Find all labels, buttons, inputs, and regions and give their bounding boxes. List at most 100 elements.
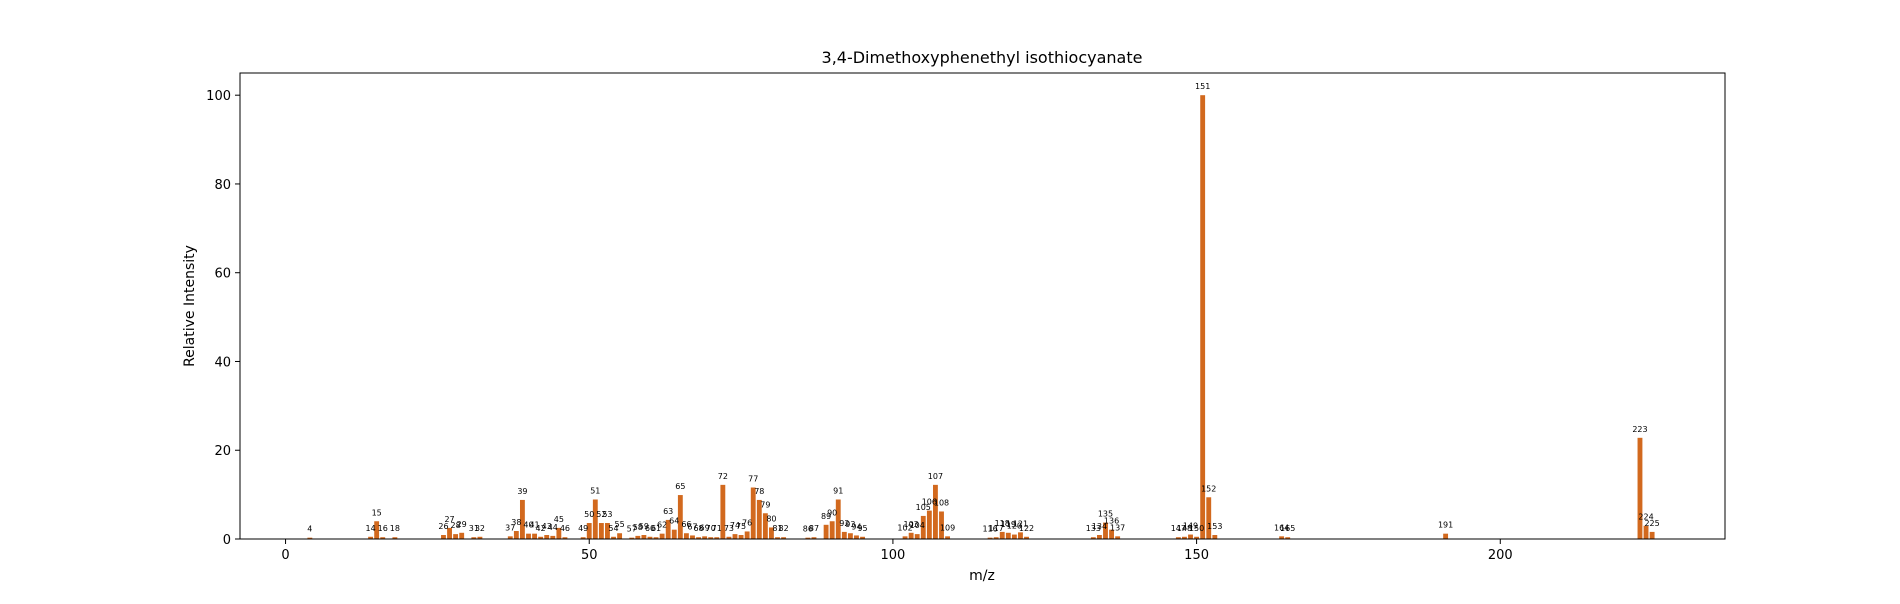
peak-bar-31 <box>471 537 477 539</box>
peak-label-51: 51 <box>590 487 600 496</box>
peak-label-191: 191 <box>1438 521 1453 530</box>
peak-bar-73 <box>726 536 732 539</box>
x-tick-label: 50 <box>581 548 598 563</box>
peak-bar-117 <box>993 537 999 539</box>
peak-bar-66 <box>683 533 689 539</box>
peak-bar-151 <box>1200 95 1206 539</box>
peak-label-71: 71 <box>712 524 722 533</box>
peak-label-61: 61 <box>651 524 661 533</box>
peak-bar-39 <box>519 499 525 539</box>
peak-label-78: 78 <box>754 487 764 496</box>
peak-label-16: 16 <box>378 524 388 533</box>
peak-bar-57 <box>629 537 635 539</box>
peak-bar-60 <box>647 536 653 539</box>
peak-label-104: 104 <box>910 521 925 530</box>
peak-label-79: 79 <box>760 500 770 509</box>
peak-bar-119 <box>1005 532 1011 539</box>
peak-label-224: 224 <box>1638 513 1653 522</box>
peak-label-116: 116 <box>982 525 997 534</box>
peak-bar-15 <box>374 521 380 539</box>
peak-bar-118 <box>999 531 1005 539</box>
peak-label-45: 45 <box>554 515 564 524</box>
peak-label-66: 66 <box>681 520 691 529</box>
peak-bar-54 <box>611 536 616 539</box>
peak-label-89: 89 <box>821 512 831 521</box>
peak-label-75: 75 <box>736 522 746 531</box>
peak-label-120: 120 <box>1007 522 1022 531</box>
peak-label-42: 42 <box>536 524 546 533</box>
peak-bar-225 <box>1649 531 1655 539</box>
peak-bar-95 <box>860 536 865 539</box>
peak-bar-38 <box>513 531 519 539</box>
peak-bar-26 <box>441 535 446 539</box>
peak-label-137: 137 <box>1110 523 1125 532</box>
peak-label-4: 4 <box>307 525 312 534</box>
peak-bar-62 <box>659 533 665 539</box>
peak-bar-42 <box>538 536 544 539</box>
peak-bar-149 <box>1188 534 1193 539</box>
peak-bar-79 <box>762 513 768 539</box>
chart-title: 3,4-Dimethoxyphenethyl isothiocyanate <box>822 48 1143 67</box>
peak-label-49: 49 <box>578 524 588 533</box>
peak-bar-191 <box>1443 533 1449 539</box>
peak-bar-82 <box>781 537 787 539</box>
peak-label-64: 64 <box>669 517 679 526</box>
peak-bar-46 <box>562 537 568 539</box>
peak-bar-135 <box>1103 522 1108 539</box>
peak-label-26: 26 <box>438 522 448 531</box>
peak-label-55: 55 <box>615 520 625 529</box>
peak-label-148: 148 <box>1177 524 1192 533</box>
y-tick-label: 60 <box>214 267 231 282</box>
peak-bar-108 <box>939 511 944 539</box>
peak-label-18: 18 <box>390 524 400 533</box>
peak-label-32: 32 <box>475 524 485 533</box>
peak-label-43: 43 <box>542 522 552 531</box>
peak-bar-87 <box>811 537 817 539</box>
peak-label-91: 91 <box>833 487 843 496</box>
peak-label-80: 80 <box>766 514 776 523</box>
peak-label-106: 106 <box>922 498 937 507</box>
peak-bar-78 <box>756 499 762 539</box>
peak-bar-63 <box>665 519 671 539</box>
peak-label-94: 94 <box>851 522 861 531</box>
peak-label-60: 60 <box>645 524 655 533</box>
peak-label-136: 136 <box>1104 517 1119 526</box>
peak-bar-18 <box>392 537 398 539</box>
peak-label-70: 70 <box>706 524 716 533</box>
peak-label-27: 27 <box>444 515 454 524</box>
peak-label-81: 81 <box>772 524 782 533</box>
peak-bar-121 <box>1018 532 1023 539</box>
peak-bar-137 <box>1115 536 1121 539</box>
peak-label-109: 109 <box>940 523 955 532</box>
peak-label-58: 58 <box>633 523 643 532</box>
peak-label-65: 65 <box>675 482 685 491</box>
peak-label-147: 147 <box>1171 524 1186 533</box>
peak-label-62: 62 <box>657 521 667 530</box>
peak-bar-67 <box>690 535 695 539</box>
peak-label-28: 28 <box>451 521 461 530</box>
peak-label-87: 87 <box>809 524 819 533</box>
peak-bar-81 <box>775 537 780 539</box>
peak-label-77: 77 <box>748 475 758 484</box>
peak-label-118: 118 <box>995 519 1010 528</box>
y-tick-label: 40 <box>214 355 231 370</box>
peak-bar-76 <box>744 531 750 539</box>
peak-bar-75 <box>738 535 744 539</box>
x-tick-label: 200 <box>1488 548 1513 563</box>
plot-frame <box>239 72 1726 540</box>
peak-bar-50 <box>586 523 592 539</box>
peak-bar-116 <box>987 537 993 539</box>
peak-bar-58 <box>635 535 641 539</box>
peak-bar-44 <box>550 535 556 539</box>
peak-bar-102 <box>902 536 908 539</box>
peak-bar-148 <box>1182 536 1187 539</box>
peak-label-121: 121 <box>1013 519 1028 528</box>
peak-label-105: 105 <box>916 503 931 512</box>
peak-bar-134 <box>1096 535 1102 539</box>
peak-label-31: 31 <box>469 524 479 533</box>
peak-bar-40 <box>526 533 531 539</box>
peak-bar-74 <box>732 534 738 539</box>
x-tick-label: 150 <box>1184 548 1209 563</box>
